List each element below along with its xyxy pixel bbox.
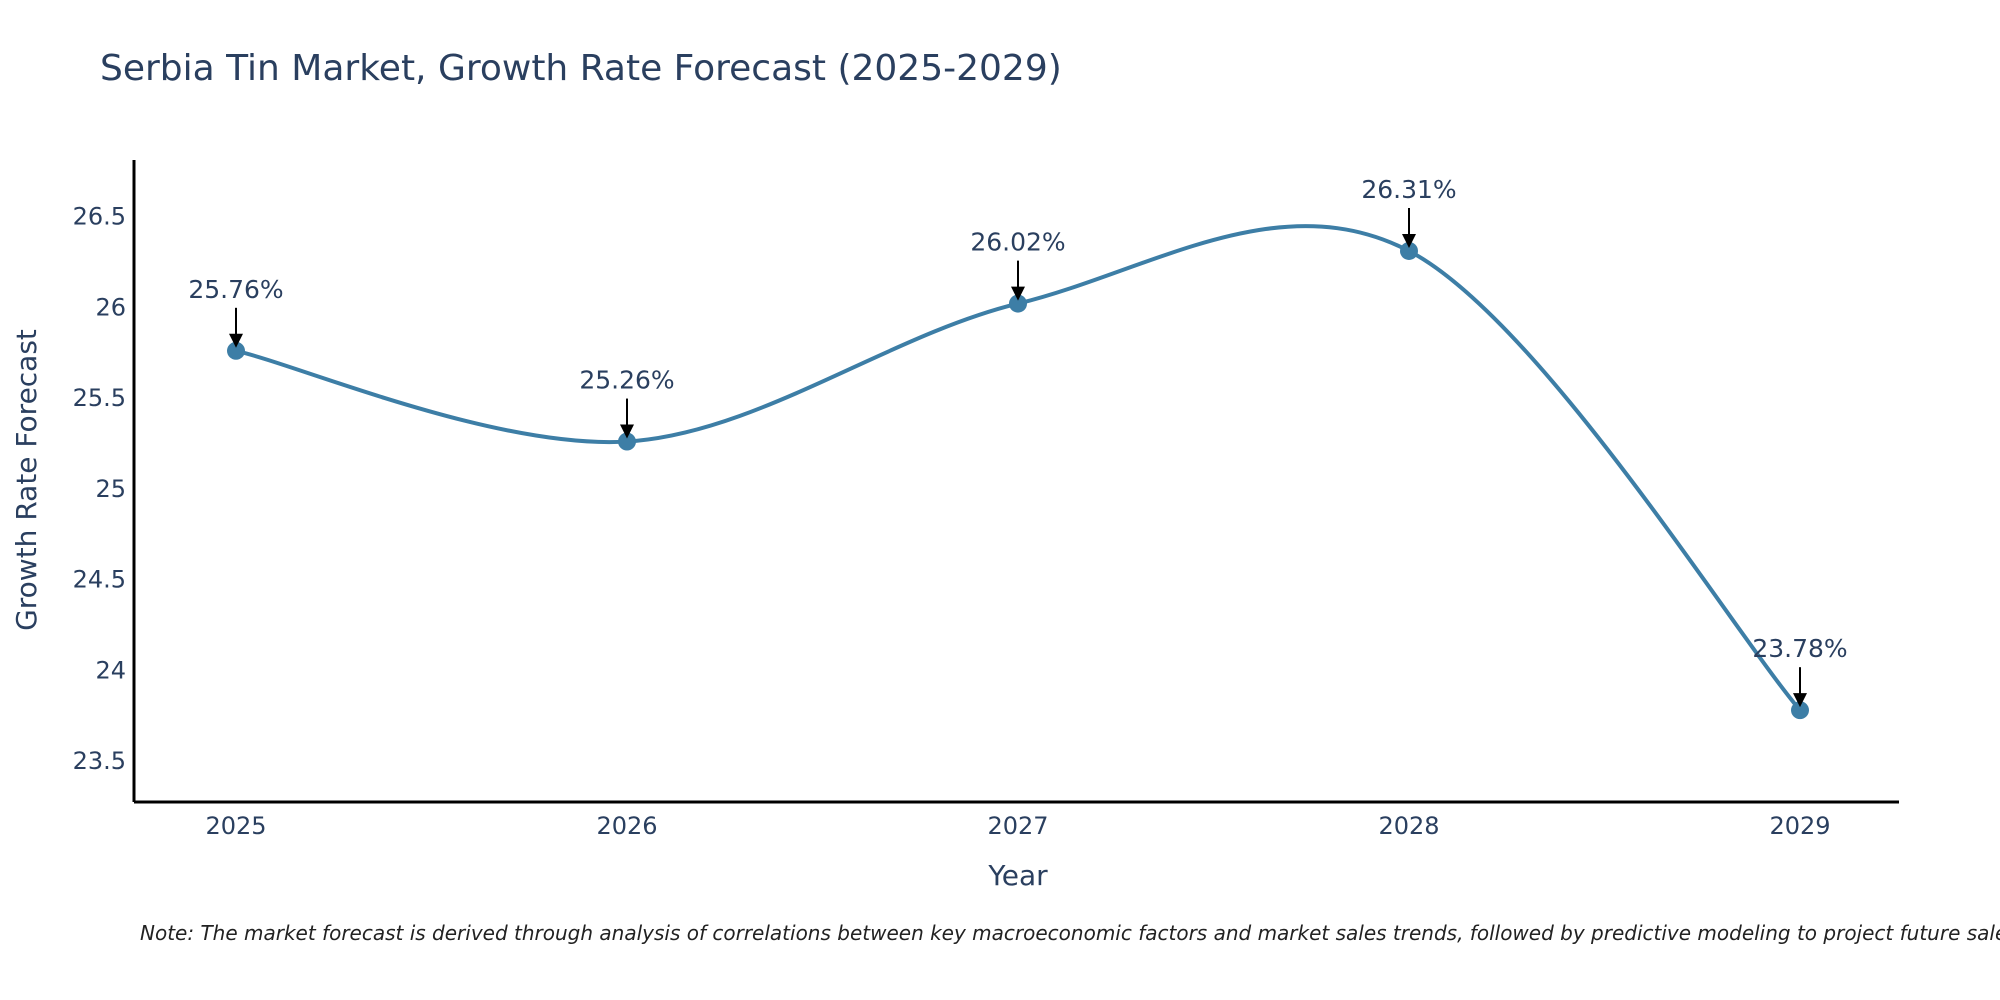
data-point-marker bbox=[1009, 294, 1027, 313]
y-axis-ticks: 23.5 24 24.5 25 25.5 26 26.5 bbox=[73, 203, 126, 776]
y-tick-label: 26 bbox=[95, 293, 126, 321]
annotation-arrow-head bbox=[1402, 233, 1416, 248]
annotation-arrow-head bbox=[1793, 693, 1807, 708]
data-annotations: 25.76% 25.26% 26.02% 26.31% 23.78% bbox=[188, 175, 1848, 708]
data-point-marker bbox=[227, 341, 245, 360]
y-axis-title: Growth Rate Forecast bbox=[10, 329, 43, 631]
data-markers bbox=[227, 241, 1809, 720]
annotation-arrow-head bbox=[620, 424, 634, 439]
y-tick-label: 24 bbox=[95, 656, 126, 684]
chart-note: Note: The market forecast is derived thr… bbox=[140, 921, 2000, 945]
y-tick-label: 24.5 bbox=[73, 566, 126, 594]
y-tick-label: 25 bbox=[95, 475, 126, 503]
data-label: 25.26% bbox=[579, 366, 674, 395]
annotation-arrow-head bbox=[229, 333, 243, 348]
data-label: 23.78% bbox=[1752, 634, 1847, 663]
data-label: 26.31% bbox=[1361, 175, 1456, 204]
x-axis-ticks: 2025 2026 2027 2028 2029 bbox=[205, 812, 1830, 840]
y-tick-label: 23.5 bbox=[73, 747, 126, 775]
x-tick-label: 2027 bbox=[987, 812, 1048, 840]
data-label: 25.76% bbox=[188, 275, 283, 304]
chart-title: Serbia Tin Market, Growth Rate Forecast … bbox=[100, 48, 1062, 89]
data-point-marker bbox=[1400, 241, 1418, 260]
x-tick-label: 2029 bbox=[1769, 812, 1830, 840]
x-tick-label: 2026 bbox=[596, 812, 657, 840]
y-tick-label: 26.5 bbox=[73, 203, 126, 231]
series-line bbox=[235, 224, 1802, 712]
data-label: 26.02% bbox=[970, 228, 1065, 257]
x-axis-title: Year bbox=[987, 859, 1048, 892]
data-point-marker bbox=[1791, 701, 1809, 720]
y-tick-label: 25.5 bbox=[73, 384, 126, 412]
x-tick-label: 2025 bbox=[205, 812, 266, 840]
data-point-marker bbox=[618, 432, 636, 451]
x-tick-label: 2028 bbox=[1378, 812, 1439, 840]
annotation-arrow-head bbox=[1011, 286, 1025, 301]
